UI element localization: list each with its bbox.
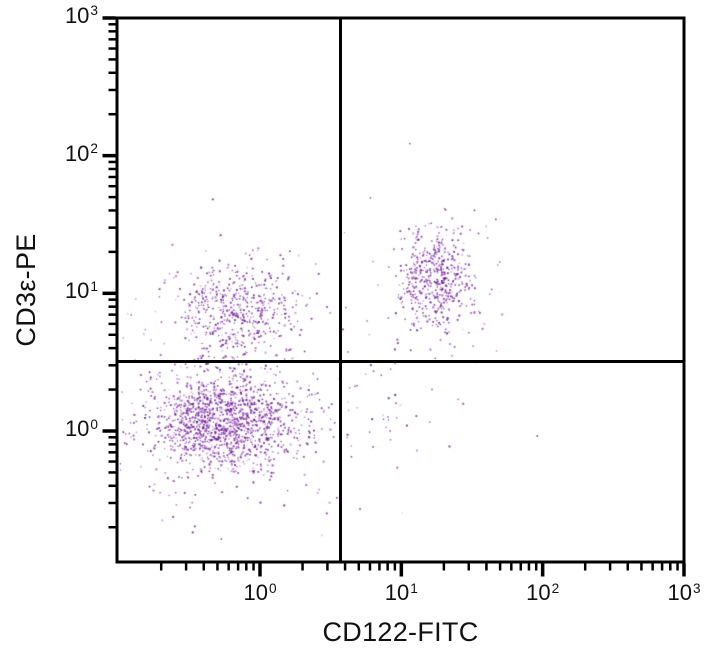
y-tick-label: 103 bbox=[64, 2, 98, 28]
x-tick-label: 103 bbox=[667, 580, 701, 605]
y-tick-label: 101 bbox=[64, 278, 98, 304]
quadrant-gate-horizontal bbox=[117, 359, 684, 363]
y-tick-label: 102 bbox=[64, 140, 98, 166]
x-tick-label: 100 bbox=[243, 580, 277, 605]
x-tick-label: 101 bbox=[384, 580, 418, 605]
quadrant-gate-vertical bbox=[338, 18, 342, 562]
x-tick-label: 102 bbox=[526, 580, 560, 605]
plot-frame bbox=[115, 16, 686, 564]
y-tick-label: 100 bbox=[64, 416, 98, 441]
x-axis-title: CD122-FITC bbox=[322, 617, 479, 647]
